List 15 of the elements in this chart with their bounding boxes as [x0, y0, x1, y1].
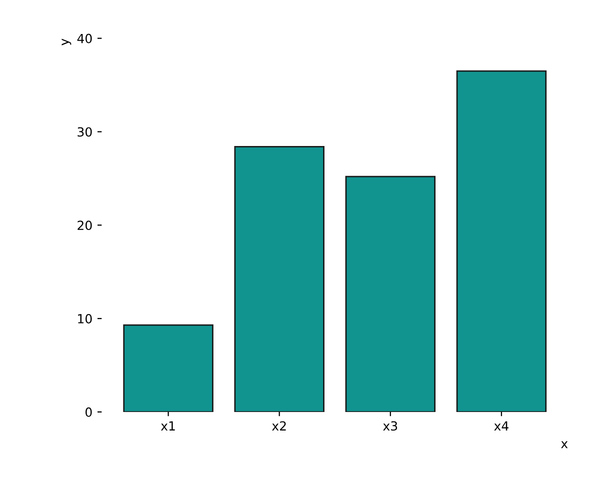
y-tick-label: 20	[78, 220, 92, 230]
x-tick-label: x1	[160, 421, 175, 430]
x-axis-title: x	[561, 441, 568, 448]
x-tick-label: x2	[272, 421, 286, 430]
bar	[345, 176, 436, 412]
y-tick-label: 0	[86, 407, 92, 417]
bar	[234, 146, 324, 412]
x-tick-label: x4	[494, 421, 508, 430]
y-tick-label: 40	[77, 34, 92, 44]
bar	[123, 324, 214, 412]
y-tick-label: 10	[78, 314, 92, 324]
x-tick-label: x3	[383, 421, 398, 431]
y-tick-label: 30	[78, 127, 92, 137]
bar	[456, 70, 547, 412]
y-axis-title: y	[62, 38, 72, 46]
